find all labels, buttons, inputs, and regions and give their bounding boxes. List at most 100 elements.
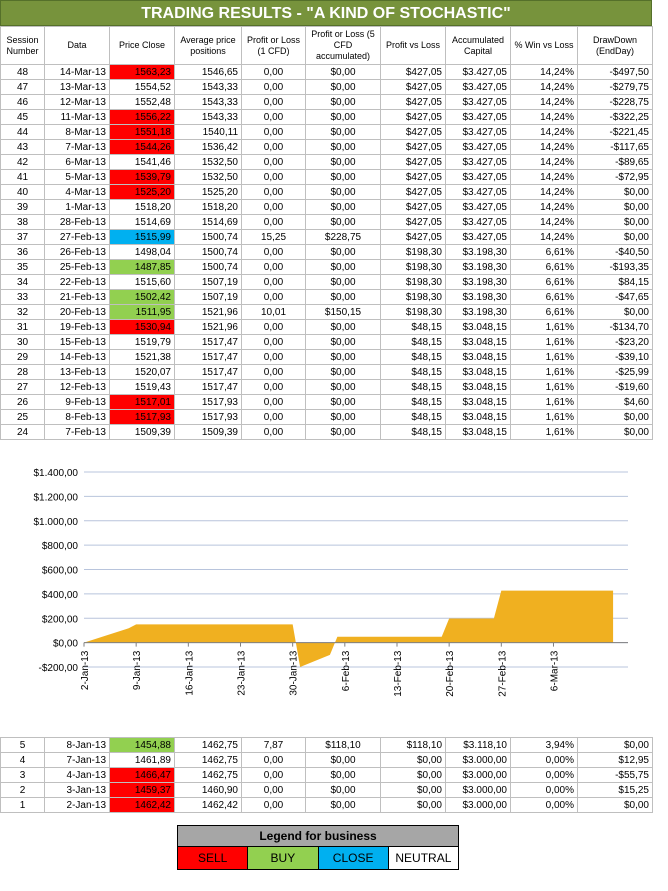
cell-d[interactable]: 14-Feb-13 [44,349,110,365]
cell-pl[interactable]: 0,00 [241,184,306,200]
cell-pl5[interactable]: $0,00 [305,767,381,783]
cell-win[interactable]: 14,24% [510,214,578,230]
cell-cap[interactable]: $3.198,30 [445,289,511,305]
cell-dd[interactable]: -$23,20 [577,334,653,350]
cell-pvl[interactable]: $427,05 [380,214,446,230]
cell-win[interactable]: 1,61% [510,409,578,425]
cell-win[interactable]: 6,61% [510,259,578,275]
cell-dd[interactable]: $0,00 [577,199,653,215]
cell-pl[interactable]: 0,00 [241,752,306,768]
table-row[interactable]: 44 8-Mar-13 1551,18 1540,11 0,00 $0,00 $427,05… [0,124,653,140]
cell-win[interactable]: 14,24% [510,169,578,185]
cell-p[interactable]: 1530,94 [109,319,175,335]
cell-pl5[interactable]: $0,00 [305,79,381,95]
cell-pvl[interactable]: $198,30 [380,289,446,305]
cell-n[interactable]: 37 [0,229,45,245]
cell-a[interactable]: 1509,39 [174,424,242,440]
cell-pl[interactable]: 0,00 [241,797,306,813]
cell-p[interactable]: 1552,48 [109,94,175,110]
cell-win[interactable]: 0,00% [510,767,578,783]
cell-pl[interactable]: 10,01 [241,304,306,320]
cell-cap[interactable]: $3.198,30 [445,274,511,290]
cell-pl5[interactable]: $0,00 [305,154,381,170]
cell-pl[interactable]: 0,00 [241,154,306,170]
cell-d[interactable]: 19-Feb-13 [44,319,110,335]
cell-d[interactable]: 11-Mar-13 [44,109,110,125]
cell-d[interactable]: 2-Jan-13 [44,797,110,813]
cell-pl5[interactable]: $0,00 [305,184,381,200]
cell-p[interactable]: 1517,01 [109,394,175,410]
cell-dd[interactable]: -$25,99 [577,364,653,380]
cell-n[interactable]: 32 [0,304,45,320]
cell-cap[interactable]: $3.427,05 [445,169,511,185]
cell-pl5[interactable]: $0,00 [305,124,381,140]
cell-pl5[interactable]: $0,00 [305,169,381,185]
cell-pvl[interactable]: $427,05 [380,199,446,215]
cell-cap[interactable]: $3.427,05 [445,79,511,95]
cell-pl5[interactable]: $0,00 [305,409,381,425]
table-row[interactable]: 39 1-Mar-13 1518,20 1518,20 0,00 $0,00 $427,05… [0,199,653,215]
cell-dd[interactable]: $12,95 [577,752,653,768]
cell-pl[interactable]: 0,00 [241,364,306,380]
cell-p[interactable]: 1462,42 [109,797,175,813]
cell-p[interactable]: 1551,18 [109,124,175,140]
cell-win[interactable]: 14,24% [510,154,578,170]
cell-cap[interactable]: $3.198,30 [445,304,511,320]
cell-p[interactable]: 1556,22 [109,109,175,125]
cell-cap[interactable]: $3.198,30 [445,259,511,275]
table-row[interactable]: 43 7-Mar-13 1544,26 1536,42 0,00 $0,00 $427,05… [0,139,653,155]
cell-pvl[interactable]: $427,05 [380,154,446,170]
cell-cap[interactable]: $3.427,05 [445,154,511,170]
cell-win[interactable]: 14,24% [510,79,578,95]
cell-p[interactable]: 1487,85 [109,259,175,275]
cell-pl5[interactable]: $0,00 [305,334,381,350]
cell-dd[interactable]: -$279,75 [577,79,653,95]
cell-pvl[interactable]: $427,05 [380,124,446,140]
cell-p[interactable]: 1454,88 [109,737,175,753]
cell-a[interactable]: 1507,19 [174,274,242,290]
cell-pl[interactable]: 0,00 [241,409,306,425]
cell-n[interactable]: 38 [0,214,45,230]
column-header[interactable]: Profit or Loss (1 CFD) [241,26,306,65]
cell-pl[interactable]: 0,00 [241,79,306,95]
cell-p[interactable]: 1544,26 [109,139,175,155]
cell-win[interactable]: 14,24% [510,199,578,215]
cell-pl[interactable]: 0,00 [241,349,306,365]
cell-n[interactable]: 4 [0,752,45,768]
cell-dd[interactable]: $0,00 [577,797,653,813]
cell-cap[interactable]: $3.427,05 [445,139,511,155]
cell-pvl[interactable]: $118,10 [380,737,446,753]
table-row[interactable]: 30 15-Feb-13 1519,79 1517,47 0,00 $0,00 $48,15… [0,334,653,350]
cell-n[interactable]: 24 [0,424,45,440]
cell-a[interactable]: 1500,74 [174,244,242,260]
cell-pl[interactable]: 0,00 [241,424,306,440]
cell-pvl[interactable]: $427,05 [380,184,446,200]
table-row[interactable]: 42 6-Mar-13 1541,46 1532,50 0,00 $0,00 $427,05… [0,154,653,170]
cell-a[interactable]: 1517,47 [174,349,242,365]
cell-p[interactable]: 1502,42 [109,289,175,305]
table-row[interactable]: 29 14-Feb-13 1521,38 1517,47 0,00 $0,00 $48,15… [0,349,653,365]
table-row[interactable]: 40 4-Mar-13 1525,20 1525,20 0,00 $0,00 $427,05… [0,184,653,200]
cell-dd[interactable]: $0,00 [577,409,653,425]
cell-n[interactable]: 47 [0,79,45,95]
cell-d[interactable]: 8-Feb-13 [44,409,110,425]
cell-d[interactable]: 15-Feb-13 [44,334,110,350]
cell-pvl[interactable]: $198,30 [380,274,446,290]
cell-win[interactable]: 3,94% [510,737,578,753]
cell-d[interactable]: 13-Mar-13 [44,79,110,95]
cell-pl5[interactable]: $0,00 [305,349,381,365]
cell-a[interactable]: 1507,19 [174,289,242,305]
table-row[interactable]: 26 9-Feb-13 1517,01 1517,93 0,00 $0,00 $48,15 $… [0,394,653,410]
cell-win[interactable]: 0,00% [510,797,578,813]
cell-win[interactable]: 6,61% [510,244,578,260]
cell-dd[interactable]: -$228,75 [577,94,653,110]
cell-n[interactable]: 33 [0,289,45,305]
table-row[interactable]: 33 21-Feb-13 1502,42 1507,19 0,00 $0,00 $198,3… [0,289,653,305]
cell-n[interactable]: 36 [0,244,45,260]
cell-n[interactable]: 40 [0,184,45,200]
cell-win[interactable]: 6,61% [510,304,578,320]
cell-win[interactable]: 14,24% [510,64,578,80]
cell-pl5[interactable]: $0,00 [305,199,381,215]
cell-pl5[interactable]: $0,00 [305,259,381,275]
table-row[interactable]: 35 25-Feb-13 1487,85 1500,74 0,00 $0,00 $198,3… [0,259,653,275]
